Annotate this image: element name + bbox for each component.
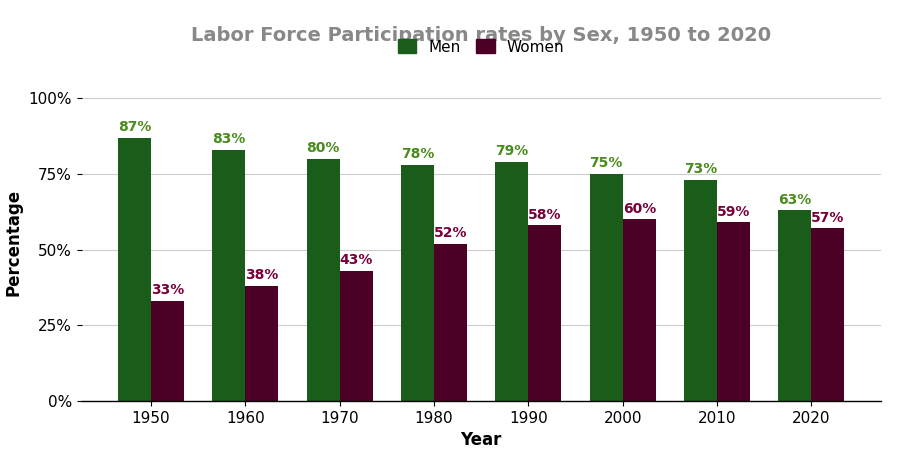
Bar (778, 210, 812, 401)
Bar (340, 271, 373, 401)
Text: 57%: 57% (811, 211, 844, 225)
Bar (496, 162, 528, 401)
Text: 83%: 83% (212, 132, 245, 146)
Text: 59%: 59% (717, 205, 750, 219)
Bar (589, 174, 623, 401)
Bar (212, 150, 245, 401)
Text: 80%: 80% (307, 141, 340, 155)
Bar (623, 219, 656, 401)
Bar (812, 228, 844, 401)
Text: 79%: 79% (495, 144, 528, 158)
Bar (245, 286, 279, 401)
Text: 43%: 43% (340, 253, 373, 267)
Text: 78%: 78% (400, 147, 434, 161)
Text: 33%: 33% (151, 284, 184, 297)
Legend: Men, Women: Men, Women (392, 33, 570, 61)
Text: 63%: 63% (778, 193, 812, 207)
Bar (151, 301, 184, 401)
Bar (434, 243, 467, 401)
Text: 52%: 52% (434, 226, 468, 240)
Y-axis label: Percentage: Percentage (5, 189, 23, 296)
Bar (528, 225, 561, 401)
Bar (118, 137, 151, 401)
Text: 60%: 60% (623, 201, 656, 216)
Title: Labor Force Participation rates by Sex, 1950 to 2020: Labor Force Participation rates by Sex, … (192, 26, 771, 45)
Text: 38%: 38% (245, 268, 279, 282)
Text: 73%: 73% (684, 162, 717, 176)
Bar (717, 222, 750, 401)
Text: 75%: 75% (589, 156, 623, 170)
Bar (684, 180, 717, 401)
Bar (307, 159, 340, 401)
Text: 58%: 58% (528, 208, 562, 222)
Text: 87%: 87% (118, 120, 152, 134)
X-axis label: Year: Year (460, 431, 502, 449)
Bar (401, 165, 434, 401)
